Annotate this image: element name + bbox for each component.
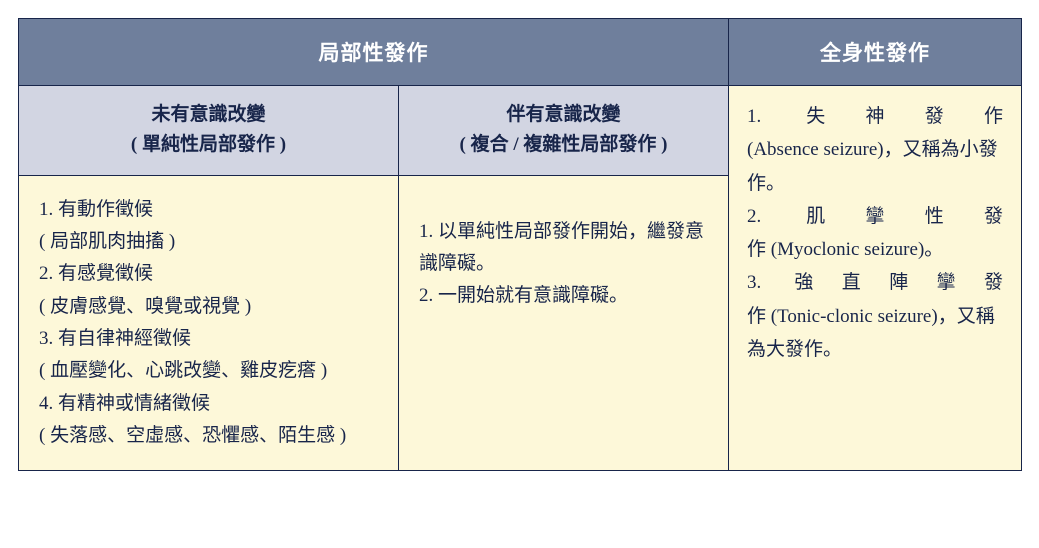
simple-l5: 3. 有自律神經徵候: [39, 323, 378, 355]
subheader-simple-line1: 未有意識改變: [151, 104, 265, 125]
gen-item1-line1: 1. 失神發作: [747, 100, 1003, 133]
header-focal: 局部性發作: [19, 19, 729, 86]
gen-item2-line1: 2. 肌攣性發: [747, 200, 1003, 233]
subheader-simple: 未有意識改變 ( 單純性局部發作 ): [19, 86, 399, 176]
cell-complex-body: 1. 以單純性局部發作開始，繼發意識障礙。 2. 一開始就有意識障礙。: [399, 175, 729, 470]
header-generalized: 全身性發作: [729, 19, 1022, 86]
gen-item3-line2: 作 (Tonic-clonic seizure)，又稱為大發作。: [747, 300, 1003, 367]
complex-l1: 1. 以單純性局部發作開始，繼發意識障礙。: [419, 216, 708, 281]
simple-l4: ( 皮膚感覺、嗅覺或視覺 ): [39, 291, 378, 323]
simple-l1: 1. 有動作徵候: [39, 194, 378, 226]
simple-l8: ( 失落感、空虛感、恐懼感、陌生感 ): [39, 420, 378, 452]
subheader-complex-line1: 伴有意識改變: [506, 104, 620, 125]
simple-l7: 4. 有精神或情緒徵候: [39, 388, 378, 420]
cell-generalized-body: 1. 失神發作 (Absence seizure)，又稱為小發作。 2. 肌攣性…: [729, 86, 1022, 471]
subheader-simple-line2: ( 單純性局部發作 ): [131, 134, 286, 155]
seizure-classification-table: 局部性發作 全身性發作 未有意識改變 ( 單純性局部發作 ) 伴有意識改變 ( …: [18, 18, 1022, 471]
subheader-complex: 伴有意識改變 ( 複合 / 複雜性局部發作 ): [399, 86, 729, 176]
simple-l3: 2. 有感覺徵候: [39, 258, 378, 290]
gen-item3-line1: 3. 強直陣攣發: [747, 266, 1003, 299]
simple-l2: ( 局部肌肉抽搐 ): [39, 226, 378, 258]
gen-item2-line2: 作 (Myoclonic seizure)。: [747, 233, 1003, 266]
cell-simple-body: 1. 有動作徵候 ( 局部肌肉抽搐 ) 2. 有感覺徵候 ( 皮膚感覺、嗅覺或視…: [19, 175, 399, 470]
simple-l6: ( 血壓變化、心跳改變、雞皮疙瘩 ): [39, 355, 378, 387]
subheader-complex-line2: ( 複合 / 複雜性局部發作 ): [460, 134, 668, 155]
complex-l2: 2. 一開始就有意識障礙。: [419, 280, 708, 312]
gen-item1-line2: (Absence seizure)，又稱為小發作。: [747, 133, 1003, 200]
